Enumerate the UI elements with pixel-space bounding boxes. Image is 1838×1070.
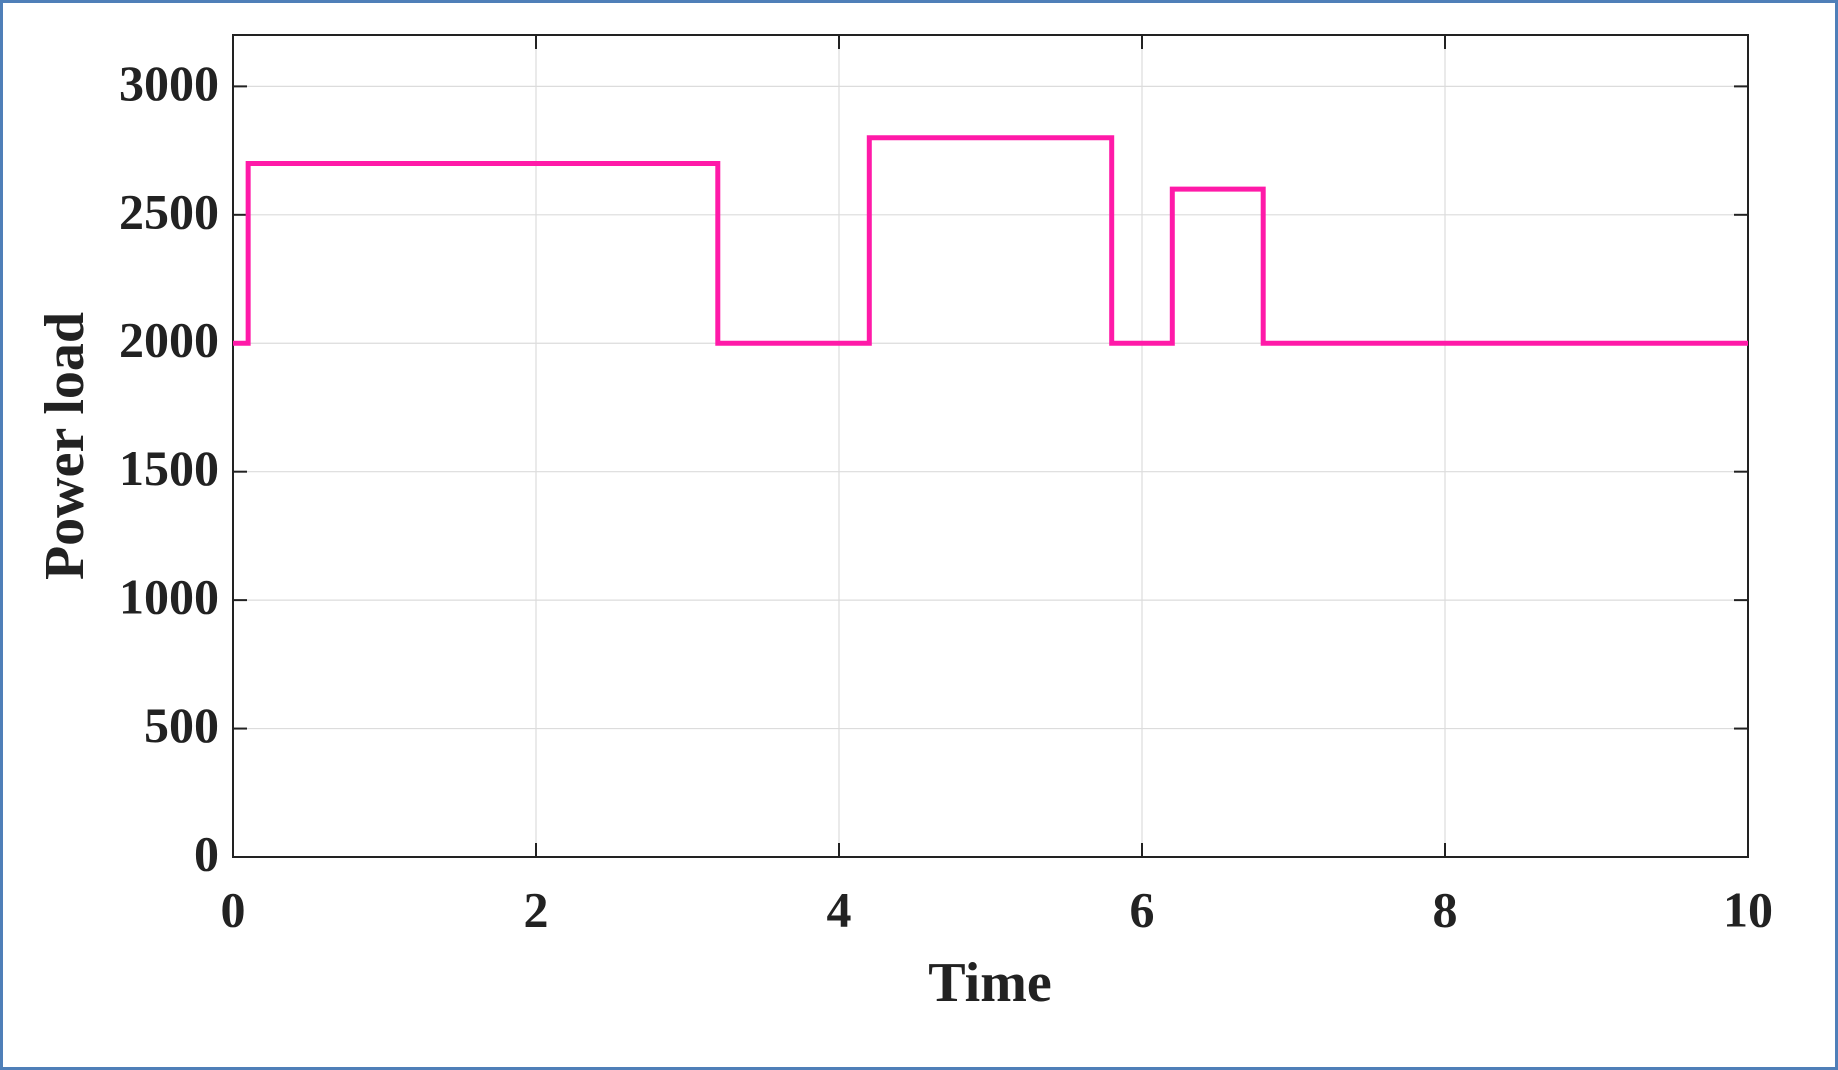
x-tick-label: 4 [827,881,852,937]
x-tick-label: 10 [1723,881,1773,937]
y-tick-label: 500 [144,697,219,753]
y-tick-label: 1000 [119,569,219,625]
y-axis-label: Power load [34,312,96,580]
x-axis-label: Time [928,952,1051,1014]
data-line [233,135,1748,346]
y-tick-label: 1500 [119,440,219,496]
x-tick-label: 6 [1130,881,1155,937]
x-tick-label: 2 [524,881,549,937]
plot-box [232,34,1749,858]
x-tick-label: 8 [1433,881,1458,937]
x-tick-label: 0 [221,881,246,937]
y-tick-label: 3000 [119,55,219,111]
y-tick-label: 2000 [119,312,219,368]
y-tick-label: 2500 [119,183,219,239]
y-tick-label: 0 [194,825,219,881]
